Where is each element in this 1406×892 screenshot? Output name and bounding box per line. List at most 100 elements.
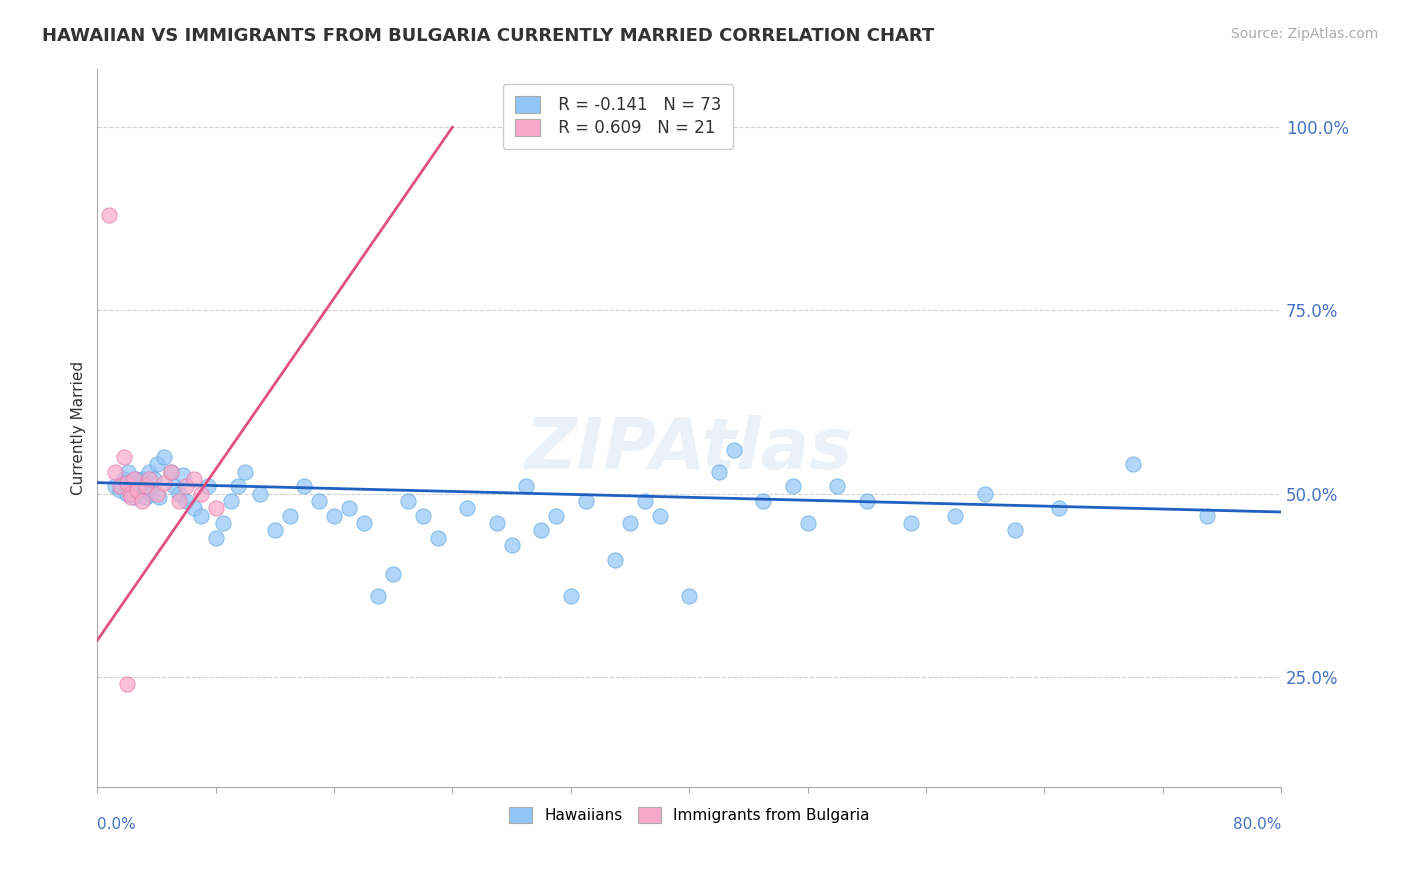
Point bbox=[1047, 501, 1070, 516]
Point bbox=[153, 450, 176, 464]
Point bbox=[323, 508, 346, 523]
Point bbox=[204, 501, 226, 516]
Point bbox=[367, 589, 389, 603]
Point bbox=[138, 465, 160, 479]
Point bbox=[219, 494, 242, 508]
Point bbox=[115, 486, 138, 500]
Point bbox=[515, 479, 537, 493]
Point bbox=[132, 472, 155, 486]
Point bbox=[145, 458, 167, 472]
Point bbox=[104, 479, 127, 493]
Point bbox=[337, 501, 360, 516]
Point bbox=[560, 589, 582, 603]
Point bbox=[174, 479, 197, 493]
Point bbox=[160, 465, 183, 479]
Point bbox=[1122, 458, 1144, 472]
Point bbox=[382, 567, 405, 582]
Point bbox=[125, 472, 148, 486]
Point bbox=[501, 538, 523, 552]
Point bbox=[108, 483, 131, 497]
Point bbox=[160, 465, 183, 479]
Point bbox=[530, 524, 553, 538]
Point bbox=[485, 516, 508, 530]
Point bbox=[1195, 508, 1218, 523]
Point bbox=[128, 479, 150, 493]
Point bbox=[278, 508, 301, 523]
Point bbox=[226, 479, 249, 493]
Point bbox=[648, 508, 671, 523]
Point bbox=[138, 472, 160, 486]
Point bbox=[131, 494, 153, 508]
Point bbox=[233, 465, 256, 479]
Point bbox=[426, 531, 449, 545]
Point bbox=[707, 465, 730, 479]
Point bbox=[190, 486, 212, 500]
Point bbox=[249, 486, 271, 500]
Point bbox=[204, 531, 226, 545]
Point bbox=[900, 516, 922, 530]
Point bbox=[142, 472, 165, 486]
Point bbox=[197, 479, 219, 493]
Point bbox=[174, 494, 197, 508]
Point bbox=[796, 516, 818, 530]
Point bbox=[308, 494, 330, 508]
Point bbox=[825, 479, 848, 493]
Point bbox=[294, 479, 316, 493]
Text: 0.0%: 0.0% bbox=[97, 817, 136, 832]
Point bbox=[112, 450, 135, 464]
Point bbox=[115, 677, 138, 691]
Point bbox=[120, 491, 142, 505]
Point bbox=[115, 475, 138, 490]
Point bbox=[782, 479, 804, 493]
Point bbox=[264, 524, 287, 538]
Point bbox=[752, 494, 775, 508]
Point bbox=[104, 465, 127, 479]
Point bbox=[183, 472, 205, 486]
Point bbox=[619, 516, 641, 530]
Point bbox=[396, 494, 419, 508]
Point bbox=[117, 465, 139, 479]
Point bbox=[212, 516, 235, 530]
Text: 80.0%: 80.0% bbox=[1233, 817, 1281, 832]
Point bbox=[98, 208, 121, 222]
Point bbox=[135, 491, 157, 505]
Point bbox=[112, 472, 135, 486]
Point bbox=[127, 483, 149, 497]
Point bbox=[190, 508, 212, 523]
Point bbox=[855, 494, 877, 508]
Point bbox=[134, 479, 156, 493]
Text: ZIPAtlas: ZIPAtlas bbox=[524, 415, 853, 483]
Point bbox=[172, 468, 194, 483]
Y-axis label: Currently Married: Currently Married bbox=[72, 360, 86, 495]
Text: Source: ZipAtlas.com: Source: ZipAtlas.com bbox=[1230, 27, 1378, 41]
Point bbox=[974, 486, 997, 500]
Point bbox=[544, 508, 567, 523]
Point bbox=[124, 491, 146, 505]
Point bbox=[1004, 524, 1026, 538]
Point bbox=[723, 442, 745, 457]
Point bbox=[124, 472, 146, 486]
Point bbox=[145, 486, 167, 500]
Point bbox=[353, 516, 375, 530]
Point bbox=[183, 501, 205, 516]
Point bbox=[634, 494, 657, 508]
Point bbox=[135, 479, 157, 493]
Point bbox=[153, 475, 176, 490]
Point bbox=[945, 508, 967, 523]
Point bbox=[131, 483, 153, 497]
Point bbox=[167, 494, 190, 508]
Point bbox=[456, 501, 478, 516]
Point bbox=[139, 486, 162, 500]
Point bbox=[108, 479, 131, 493]
Point bbox=[574, 494, 596, 508]
Point bbox=[678, 589, 700, 603]
Point bbox=[163, 479, 186, 493]
Point bbox=[120, 475, 142, 490]
Point bbox=[605, 552, 627, 566]
Point bbox=[412, 508, 434, 523]
Text: HAWAIIAN VS IMMIGRANTS FROM BULGARIA CURRENTLY MARRIED CORRELATION CHART: HAWAIIAN VS IMMIGRANTS FROM BULGARIA CUR… bbox=[42, 27, 935, 45]
Point bbox=[148, 491, 170, 505]
Point bbox=[118, 486, 141, 500]
Point bbox=[127, 483, 149, 497]
Point bbox=[167, 486, 190, 500]
